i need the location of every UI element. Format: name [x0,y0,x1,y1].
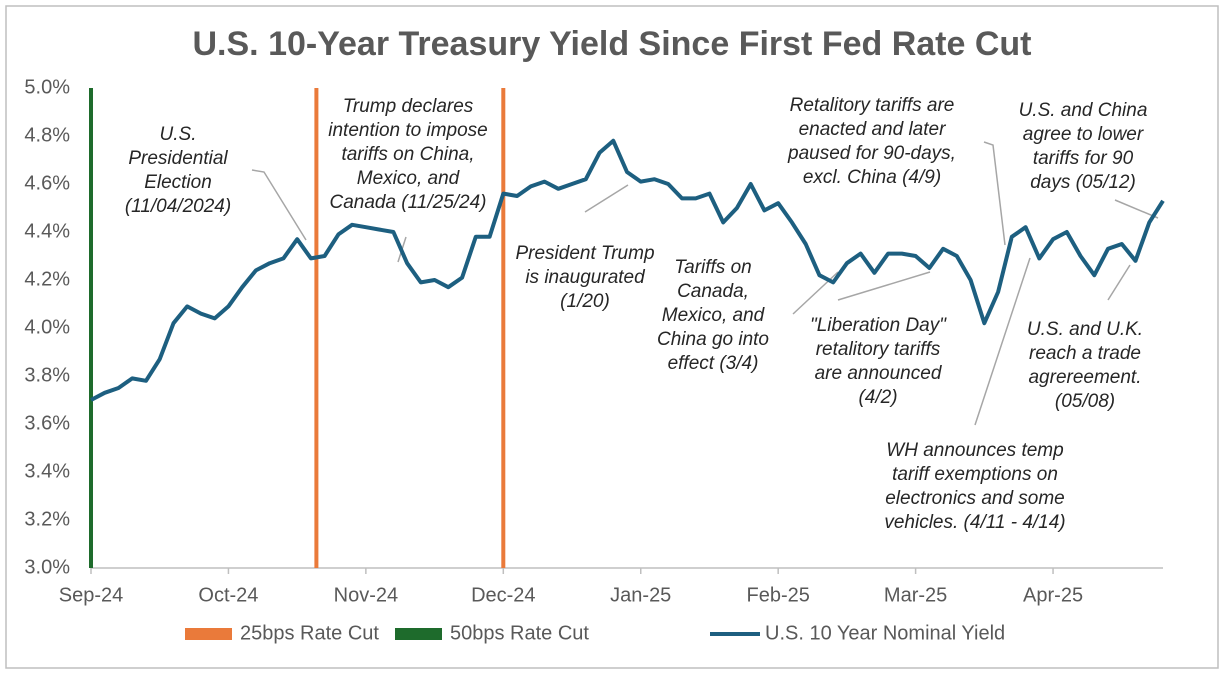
annotation: paused for 90-days, [787,143,956,164]
annotation: vehicles. (4/11 - 4/14) [884,512,1065,533]
annotation: U.S. and U.K. [1027,319,1143,340]
annotation: U.S. [160,124,197,145]
annotation: (4/2) [858,387,897,408]
annotation: reach a trade [1029,343,1141,364]
annotation: is inaugurated [525,267,646,288]
x-tick-label: Feb-25 [746,584,809,606]
y-tick-label: 3.6% [24,412,70,434]
x-tick-label: Sep-24 [59,584,124,606]
x-tick-label: Apr-25 [1023,584,1083,606]
x-tick-label: Nov-24 [334,584,398,606]
annotation: agrereement. [1028,367,1141,388]
annotation-leader [251,169,307,241]
annotation: tariffs for 90 [1033,148,1134,169]
y-tick-label: 3.2% [24,508,70,530]
annotation: intention to impose [328,120,488,141]
x-tick-label: Jan-25 [610,584,671,606]
legend-label: U.S. 10 Year Nominal Yield [765,622,1005,644]
yield-line [90,138,1165,402]
annotation: Trump declares [343,96,474,117]
annotation: China go into [657,329,769,350]
y-tick-label: 4.0% [24,316,70,338]
annotation: Mexico, and [357,168,461,189]
annotation: tariff exemptions on [892,464,1058,485]
annotation: are announced [815,363,943,384]
y-tick-label: 4.4% [24,220,70,242]
y-tick-label: 4.6% [24,172,70,194]
annotation-leader [983,141,1006,246]
y-tick-label: 3.8% [24,364,70,386]
x-tick-label: Mar-25 [884,584,947,606]
annotation: President Trump [515,243,654,264]
annotation: Mexico, and [662,305,766,326]
annotation: Retalitory tariffs are [790,95,955,116]
annotation: Canada (11/25/24) [329,192,486,213]
y-tick-label: 4.2% [24,268,70,290]
annotation: Tariffs on [674,257,751,278]
annotation: "Liberation Day" [810,315,947,336]
annotation-leader [1114,199,1159,219]
annotation: tariffs on China, [341,144,474,165]
legend-label: 50bps Rate Cut [450,622,589,644]
legend-swatch [395,628,442,640]
annotation: Election [144,172,212,193]
x-tick-label: Oct-24 [198,584,258,606]
annotation-leader [1107,264,1131,301]
annotation: Canada, [677,281,749,302]
annotation: effect (3/4) [668,353,759,374]
annotation: (11/04/2024) [125,196,231,217]
legend-label: 25bps Rate Cut [240,622,379,644]
annotation-leader [974,257,1031,426]
annotation: Presidential [128,148,228,169]
annotation: WH announces temp [886,440,1063,461]
annotation: agree to lower [1023,124,1144,145]
legend-swatch [185,628,232,640]
y-tick-label: 5.0% [24,76,70,98]
annotation: electronics and some [885,488,1065,509]
y-tick-label: 4.8% [24,124,70,146]
y-tick-label: 3.4% [24,460,70,482]
annotation: excl. China (4/9) [803,167,941,188]
annotation-leader [837,271,931,301]
chart-title: U.S. 10-Year Treasury Yield Since First … [193,25,1032,63]
annotation: days (05/12) [1030,172,1136,193]
annotation: U.S. and China [1019,100,1148,121]
annotation: (05/08) [1055,391,1115,412]
y-tick-label: 3.0% [24,556,70,578]
annotation-leader [584,184,629,213]
annotation: enacted and later [799,119,947,140]
annotation: (1/20) [560,291,610,312]
x-tick-label: Dec-24 [471,584,535,606]
chart-frame [5,5,1219,669]
annotation: retalitory tariffs [816,339,941,360]
